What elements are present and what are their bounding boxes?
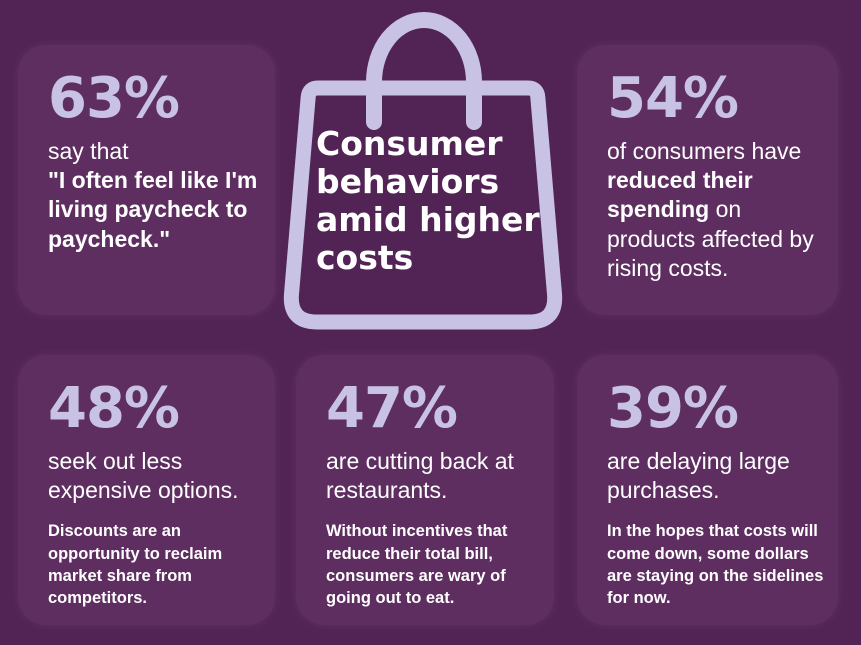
stat-value: 47% [326,376,458,441]
statement-regular: are cutting back at restaurants. [326,448,514,504]
stat-value: 54% [607,66,739,131]
stat-detail: Without incentives that reduce their tot… [326,522,508,607]
statement-bold: reduced their spending [607,167,753,223]
stat-statement: seek out less expensive options. [48,447,267,505]
stat-detail: Discounts are an opportunity to reclaim … [48,522,223,607]
stat-statement: of consumers have reduced their spending… [607,137,829,283]
stat-card-restaurants: 47% are cutting back at restaurants. Wit… [296,355,554,625]
stat-statement: say that "I often feel like I'm living pa… [48,137,267,254]
stat-value: 39% [607,376,739,441]
stat-card-reduced-spending: 54% of consumers have reduced their spen… [577,45,838,315]
statement-regular: are delaying large purchases. [607,448,790,504]
stat-card-less-expensive: 48% seek out less expensive options. Dis… [18,355,275,625]
stat-card-paycheck: 63% say that "I often feel like I'm livin… [18,45,275,315]
statement-regular: seek out less expensive options. [48,448,239,504]
stat-value: 48% [48,376,180,441]
statement-regular: say that [48,138,129,164]
statement-suffix: on products affected by rising costs. [607,196,814,281]
stat-statement: are cutting back at restaurants. [326,447,546,505]
page-title: Consumer behaviors amid higher costs [316,124,540,277]
stat-card-large-purchases: 39% are delaying large purchases. In the… [577,355,838,625]
statement-bold: "I often feel like I'm living paycheck t… [48,167,258,252]
stat-detail: In the hopes that costs will come down, … [607,522,824,607]
stat-statement: are delaying large purchases. [607,447,829,505]
shopping-bag-icon [283,12,563,330]
statement-regular: of consumers have [607,138,802,164]
stat-value: 63% [48,66,180,131]
